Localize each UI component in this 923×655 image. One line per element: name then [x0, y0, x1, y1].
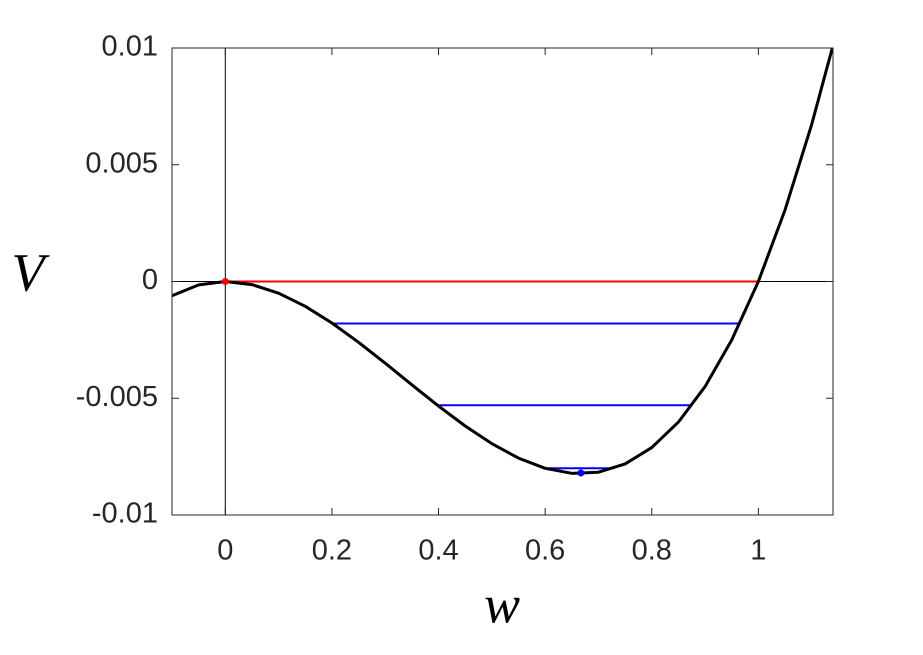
- y-axis-label: V: [12, 242, 51, 302]
- x-tick-label: 0.6: [525, 535, 565, 567]
- y-tick-label: -0.005: [76, 381, 158, 413]
- curve: [172, 48, 833, 475]
- point: [221, 278, 229, 285]
- point: [577, 469, 585, 477]
- y-tick-label: 0.01: [102, 31, 158, 63]
- y-tick-label: 0.005: [85, 147, 158, 179]
- x-tick-label: 0.8: [632, 535, 672, 567]
- x-tick-label: 0: [217, 535, 233, 567]
- x-tick-label: 1: [750, 535, 766, 567]
- y-tick-label: 0: [142, 264, 158, 296]
- plot-frame: [171, 47, 834, 516]
- x-tick-label: 0.4: [418, 535, 458, 567]
- plot-area: [172, 48, 833, 515]
- y-tick-label: -0.01: [92, 498, 158, 530]
- x-axis-label: w: [484, 574, 520, 634]
- x-tick-label: 0.2: [312, 535, 352, 567]
